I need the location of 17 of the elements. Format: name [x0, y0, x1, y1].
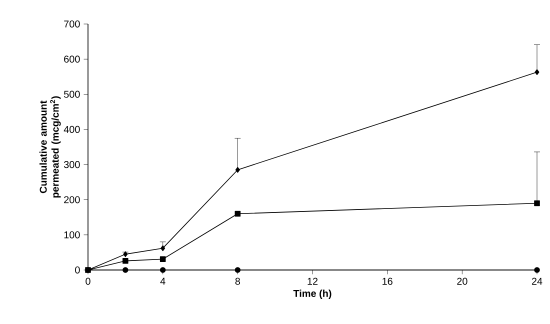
y-tick-label: 200 — [64, 196, 80, 204]
x-axis-title: Time (h) — [293, 290, 332, 299]
x-tick-label: 20 — [457, 278, 468, 285]
y-tick-label: 400 — [64, 126, 80, 133]
y-axis-title: Cumulative amount permeated (mcg/cm$^{2}$) — [39, 96, 61, 198]
y-tick-label: 700 — [64, 20, 80, 28]
y-tick-label: 600 — [64, 56, 80, 63]
x-tick-label: 12 — [308, 278, 318, 285]
y-tick-label: 0 — [75, 266, 80, 274]
y-tick-label: 500 — [64, 90, 80, 98]
y-tick-label: 100 — [64, 231, 80, 238]
x-tick-label: 4 — [160, 278, 166, 285]
y-tick-label: 300 — [64, 161, 80, 168]
x-tick-label: 0 — [86, 278, 90, 285]
x-tick-label: 8 — [235, 278, 240, 285]
x-tick-label: 24 — [532, 278, 542, 285]
x-tick-label: 16 — [382, 278, 392, 285]
